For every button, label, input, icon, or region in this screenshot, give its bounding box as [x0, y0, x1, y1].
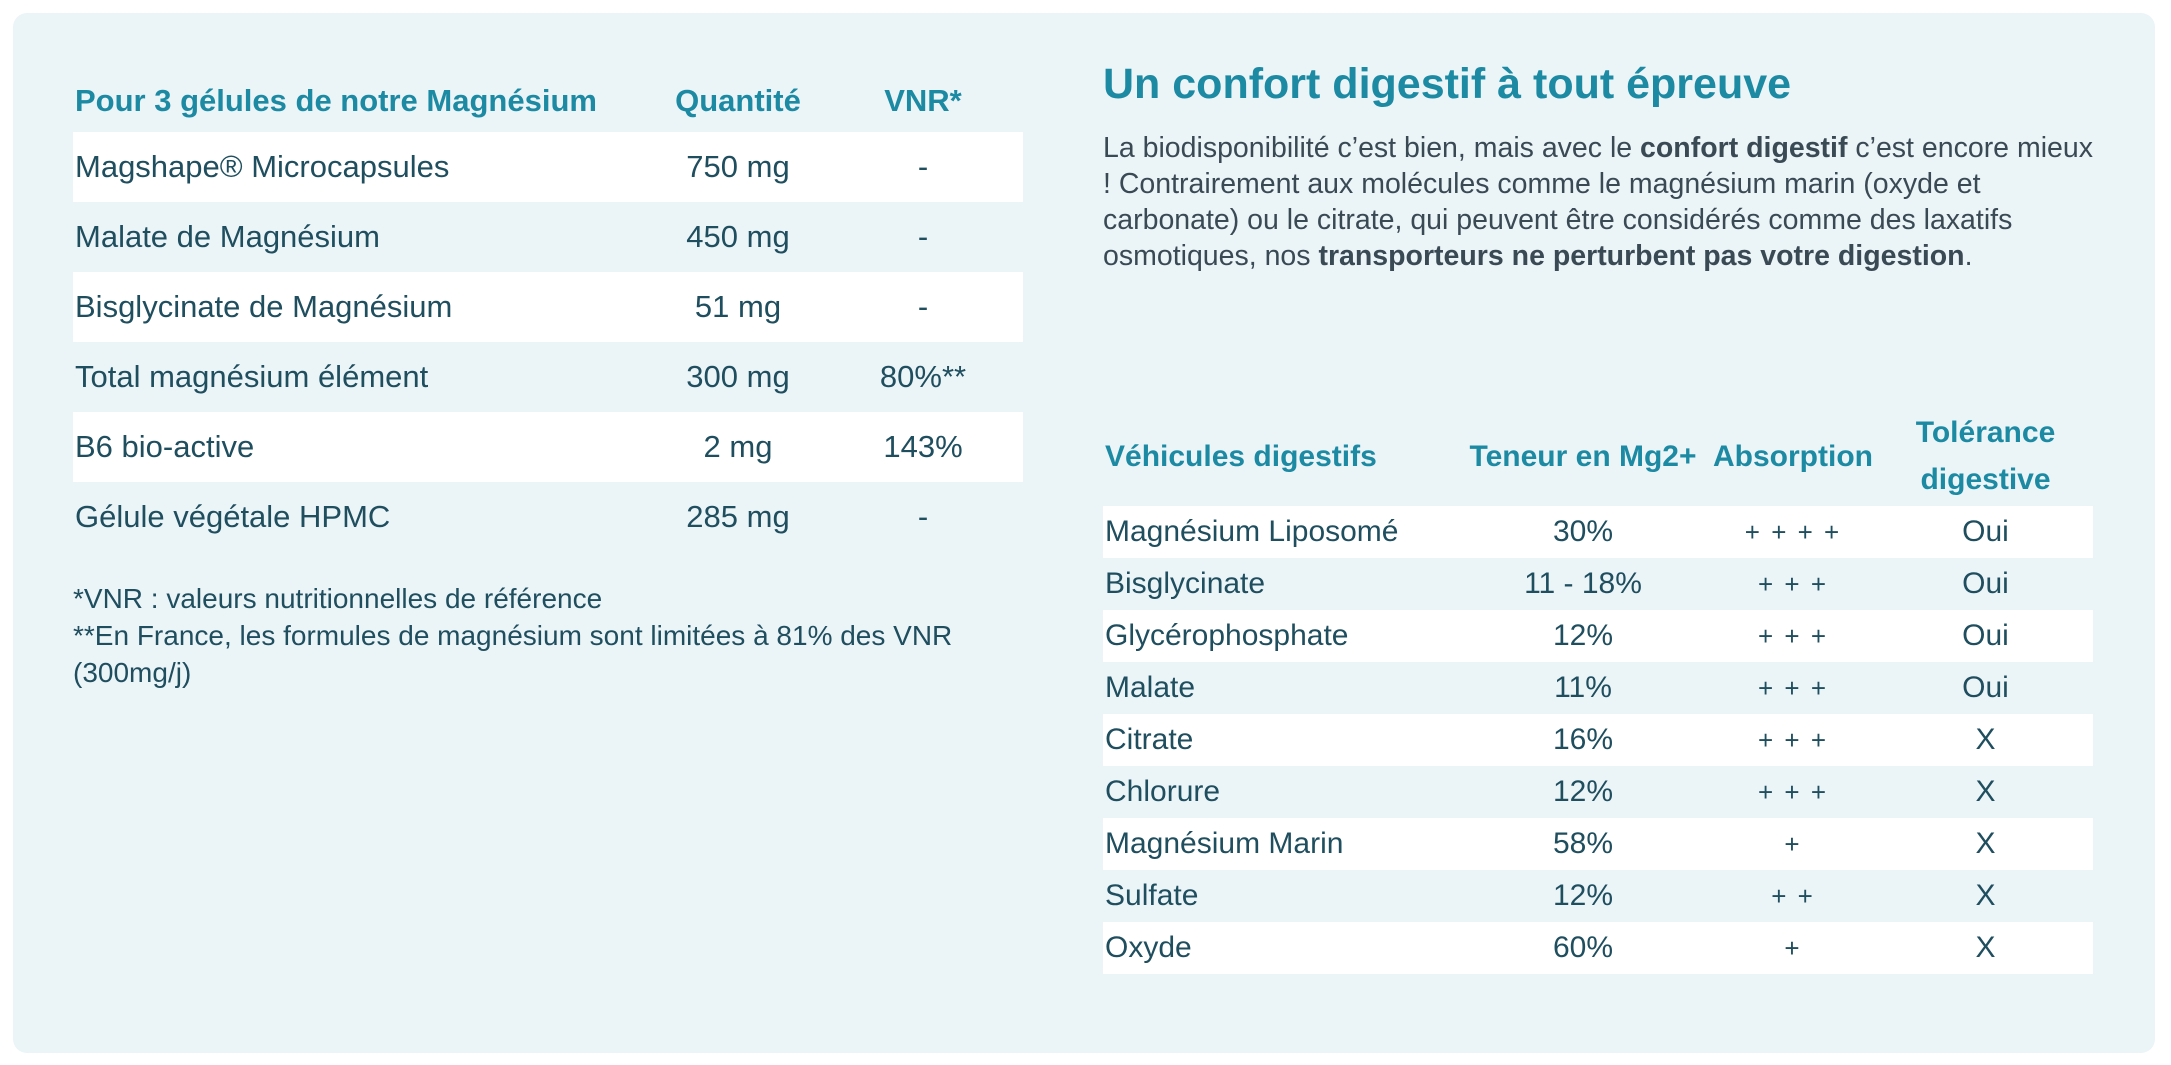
vehicle-name: Malate — [1105, 671, 1196, 704]
vehicle-tolerance: X — [1975, 879, 1996, 912]
vehicle-content: 12% — [1552, 619, 1614, 652]
footnote-france: **En France, les formules de magnésium s… — [73, 620, 953, 688]
footnotes: *VNR : valeurs nutritionnelles de référe… — [73, 580, 1033, 691]
vehicle-content: 60% — [1552, 931, 1614, 964]
vehicle-tolerance: X — [1975, 827, 1996, 860]
vehicle-name: Oxyde — [1105, 931, 1192, 964]
vehicle-name: Sulfate — [1105, 879, 1199, 912]
vehicle-content: 12% — [1552, 879, 1614, 912]
vehicle-absorption: + + + + — [1744, 516, 1842, 547]
table-row: Gélule végétale HPMC 285 mg - — [73, 482, 1023, 552]
ingredient-quantity: 450 mg — [686, 219, 790, 254]
table-row: B6 bio-active 2 mg 143% — [73, 412, 1023, 482]
header-quantity: Quantité — [675, 83, 801, 118]
header-tolerance: Tolérance digestive — [1878, 409, 2093, 503]
paragraph-text: c’est encore mieux ! Contrairement aux m… — [1103, 132, 2093, 272]
header-ingredient: Pour 3 gélules de notre Magnésium — [75, 83, 597, 118]
vehicle-tolerance: Oui — [1962, 567, 2009, 600]
vehicle-name: Chlorure — [1105, 775, 1221, 808]
vehicle-absorption: + — [1784, 932, 1802, 963]
ingredient-vnr: - — [917, 149, 929, 184]
paragraph-text: . — [1964, 240, 1973, 272]
table-row: Glycérophosphate 12% + + + Oui — [1103, 610, 2093, 662]
table-row: Magnésium Liposomé 30% + + + + Oui — [1103, 506, 2093, 558]
nutrition-table: Pour 3 gélules de notre Magnésium Quanti… — [73, 70, 1023, 552]
vehicle-content: 12% — [1552, 775, 1614, 808]
vehicle-content: 16% — [1552, 723, 1614, 756]
table-row: Citrate 16% + + + X — [1103, 714, 2093, 766]
ingredient-quantity: 51 mg — [694, 289, 782, 324]
table-row: Chlorure 12% + + + X — [1103, 766, 2093, 818]
ingredient-vnr: - — [917, 219, 929, 254]
table-row: Malate de Magnésium 450 mg - — [73, 202, 1023, 272]
vehicle-absorption: + + + — [1758, 672, 1828, 703]
table-row: Magnésium Marin 58% + X — [1103, 818, 2093, 870]
vehicle-name: Bisglycinate — [1105, 567, 1266, 600]
digestive-table-header: Véhicules digestifs Teneur en Mg2+ Absor… — [1103, 406, 2093, 506]
table-row: Total magnésium élément 300 mg 80%** — [73, 342, 1023, 412]
ingredient-vnr: 143% — [883, 429, 963, 464]
vehicle-name: Magnésium Marin — [1105, 827, 1344, 860]
ingredient-vnr: - — [917, 499, 929, 534]
vehicle-tolerance: Oui — [1962, 671, 2009, 704]
vehicle-tolerance: Oui — [1962, 619, 2009, 652]
section-title: Un confort digestif à tout épreuve — [1103, 60, 1792, 108]
vehicle-tolerance: Oui — [1962, 515, 2009, 548]
header-tolerance-line2: digestive — [1920, 463, 2051, 496]
ingredient-name: Malate de Magnésium — [75, 219, 380, 254]
ingredient-name: Bisglycinate de Magnésium — [75, 289, 453, 324]
paragraph-bold: transporteurs ne perturbent pas votre di… — [1318, 240, 1965, 272]
vehicle-tolerance: X — [1975, 723, 1996, 756]
ingredient-vnr: - — [917, 289, 929, 324]
footnote-vnr: *VNR : valeurs nutritionnelles de référe… — [73, 583, 603, 614]
vehicle-tolerance: X — [1975, 931, 1996, 964]
ingredient-quantity: 300 mg — [686, 359, 790, 394]
digestive-table: Véhicules digestifs Teneur en Mg2+ Absor… — [1103, 406, 2093, 974]
header-vnr: VNR* — [884, 83, 962, 118]
vehicle-name: Citrate — [1105, 723, 1194, 756]
paragraph-text: La biodisponibilité c’est bien, mais ave… — [1103, 132, 1641, 164]
header-tolerance-line1: Tolérance — [1915, 416, 2056, 449]
ingredient-name: B6 bio-active — [75, 429, 255, 464]
table-row: Magshape® Microcapsules 750 mg - — [73, 132, 1023, 202]
table-row: Bisglycinate de Magnésium 51 mg - — [73, 272, 1023, 342]
vehicle-absorption: + — [1784, 828, 1802, 859]
ingredient-quantity: 2 mg — [703, 429, 773, 464]
table-row: Sulfate 12% + + X — [1103, 870, 2093, 922]
vehicle-content: 58% — [1552, 827, 1614, 860]
paragraph-bold: confort digestif — [1640, 132, 1848, 164]
vehicle-name: Magnésium Liposomé — [1105, 515, 1399, 548]
vehicle-absorption: + + + — [1758, 776, 1828, 807]
ingredient-name: Magshape® Microcapsules — [75, 149, 450, 184]
vehicle-absorption: + + + — [1758, 724, 1828, 755]
vehicle-absorption: + + + — [1758, 568, 1828, 599]
vehicle-name: Glycérophosphate — [1105, 619, 1349, 652]
ingredient-name: Gélule végétale HPMC — [75, 499, 391, 534]
vehicle-absorption: + + — [1771, 880, 1815, 911]
ingredient-quantity: 285 mg — [686, 499, 790, 534]
nutrition-table-header: Pour 3 gélules de notre Magnésium Quanti… — [73, 70, 1023, 132]
table-row: Malate 11% + + + Oui — [1103, 662, 2093, 714]
header-content: Teneur en Mg2+ — [1469, 439, 1697, 473]
ingredient-quantity: 750 mg — [686, 149, 790, 184]
vehicle-tolerance: X — [1975, 775, 1996, 808]
table-row: Oxyde 60% + X — [1103, 922, 2093, 974]
header-absorption: Absorption — [1713, 439, 1873, 473]
ingredient-name: Total magnésium élément — [75, 359, 429, 394]
vehicle-absorption: + + + — [1758, 620, 1828, 651]
table-row: Bisglycinate 11 - 18% + + + Oui — [1103, 558, 2093, 610]
header-vehicle: Véhicules digestifs — [1105, 439, 1377, 473]
vehicle-content: 30% — [1552, 515, 1614, 548]
vehicle-content: 11% — [1554, 671, 1612, 704]
ingredient-vnr: 80%** — [879, 359, 967, 394]
vehicle-content: 11 - 18% — [1524, 567, 1642, 600]
section-paragraph: La biodisponibilité c’est bien, mais ave… — [1103, 130, 2103, 274]
